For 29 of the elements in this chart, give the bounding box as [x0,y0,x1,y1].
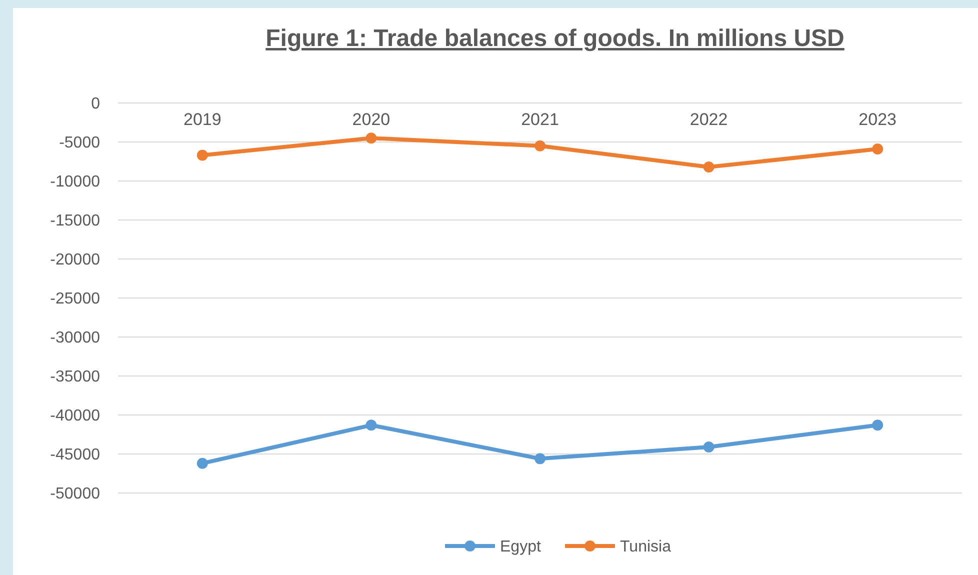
point [366,132,377,144]
point [534,453,546,464]
legend-label: Egypt [500,538,542,556]
chart-title: Figure 1: Trade balances of goods. In millions USD [266,25,844,52]
point [872,420,884,431]
y-tick-label: -10000 [50,174,100,191]
point [534,140,546,152]
y-tick-label: -40000 [50,408,100,425]
y-tick-label: -45000 [50,446,100,464]
point [196,150,208,161]
y-tick-label: -15000 [50,212,100,230]
point [703,161,714,172]
y-tick-label: -25000 [50,290,100,308]
point [872,144,884,155]
y-tick-label: -50000 [50,486,100,503]
y-tick-label: -20000 [50,252,100,269]
y-tick-label: -30000 [50,330,100,347]
x-tick-label: 2019 [183,110,222,129]
x-tick-label: 2020 [352,110,390,129]
x-tick-label: 2021 [521,110,559,129]
x-tick-label: 2023 [858,110,897,129]
point [703,441,714,452]
point [196,458,208,469]
y-tick-label: -5000 [59,134,100,152]
y-tick-label: -35000 [50,368,100,386]
legend-label: Tunisia [620,538,672,556]
y-tick-label: 0 [91,96,100,113]
point [366,420,377,431]
x-tick-label: 2022 [690,110,728,129]
